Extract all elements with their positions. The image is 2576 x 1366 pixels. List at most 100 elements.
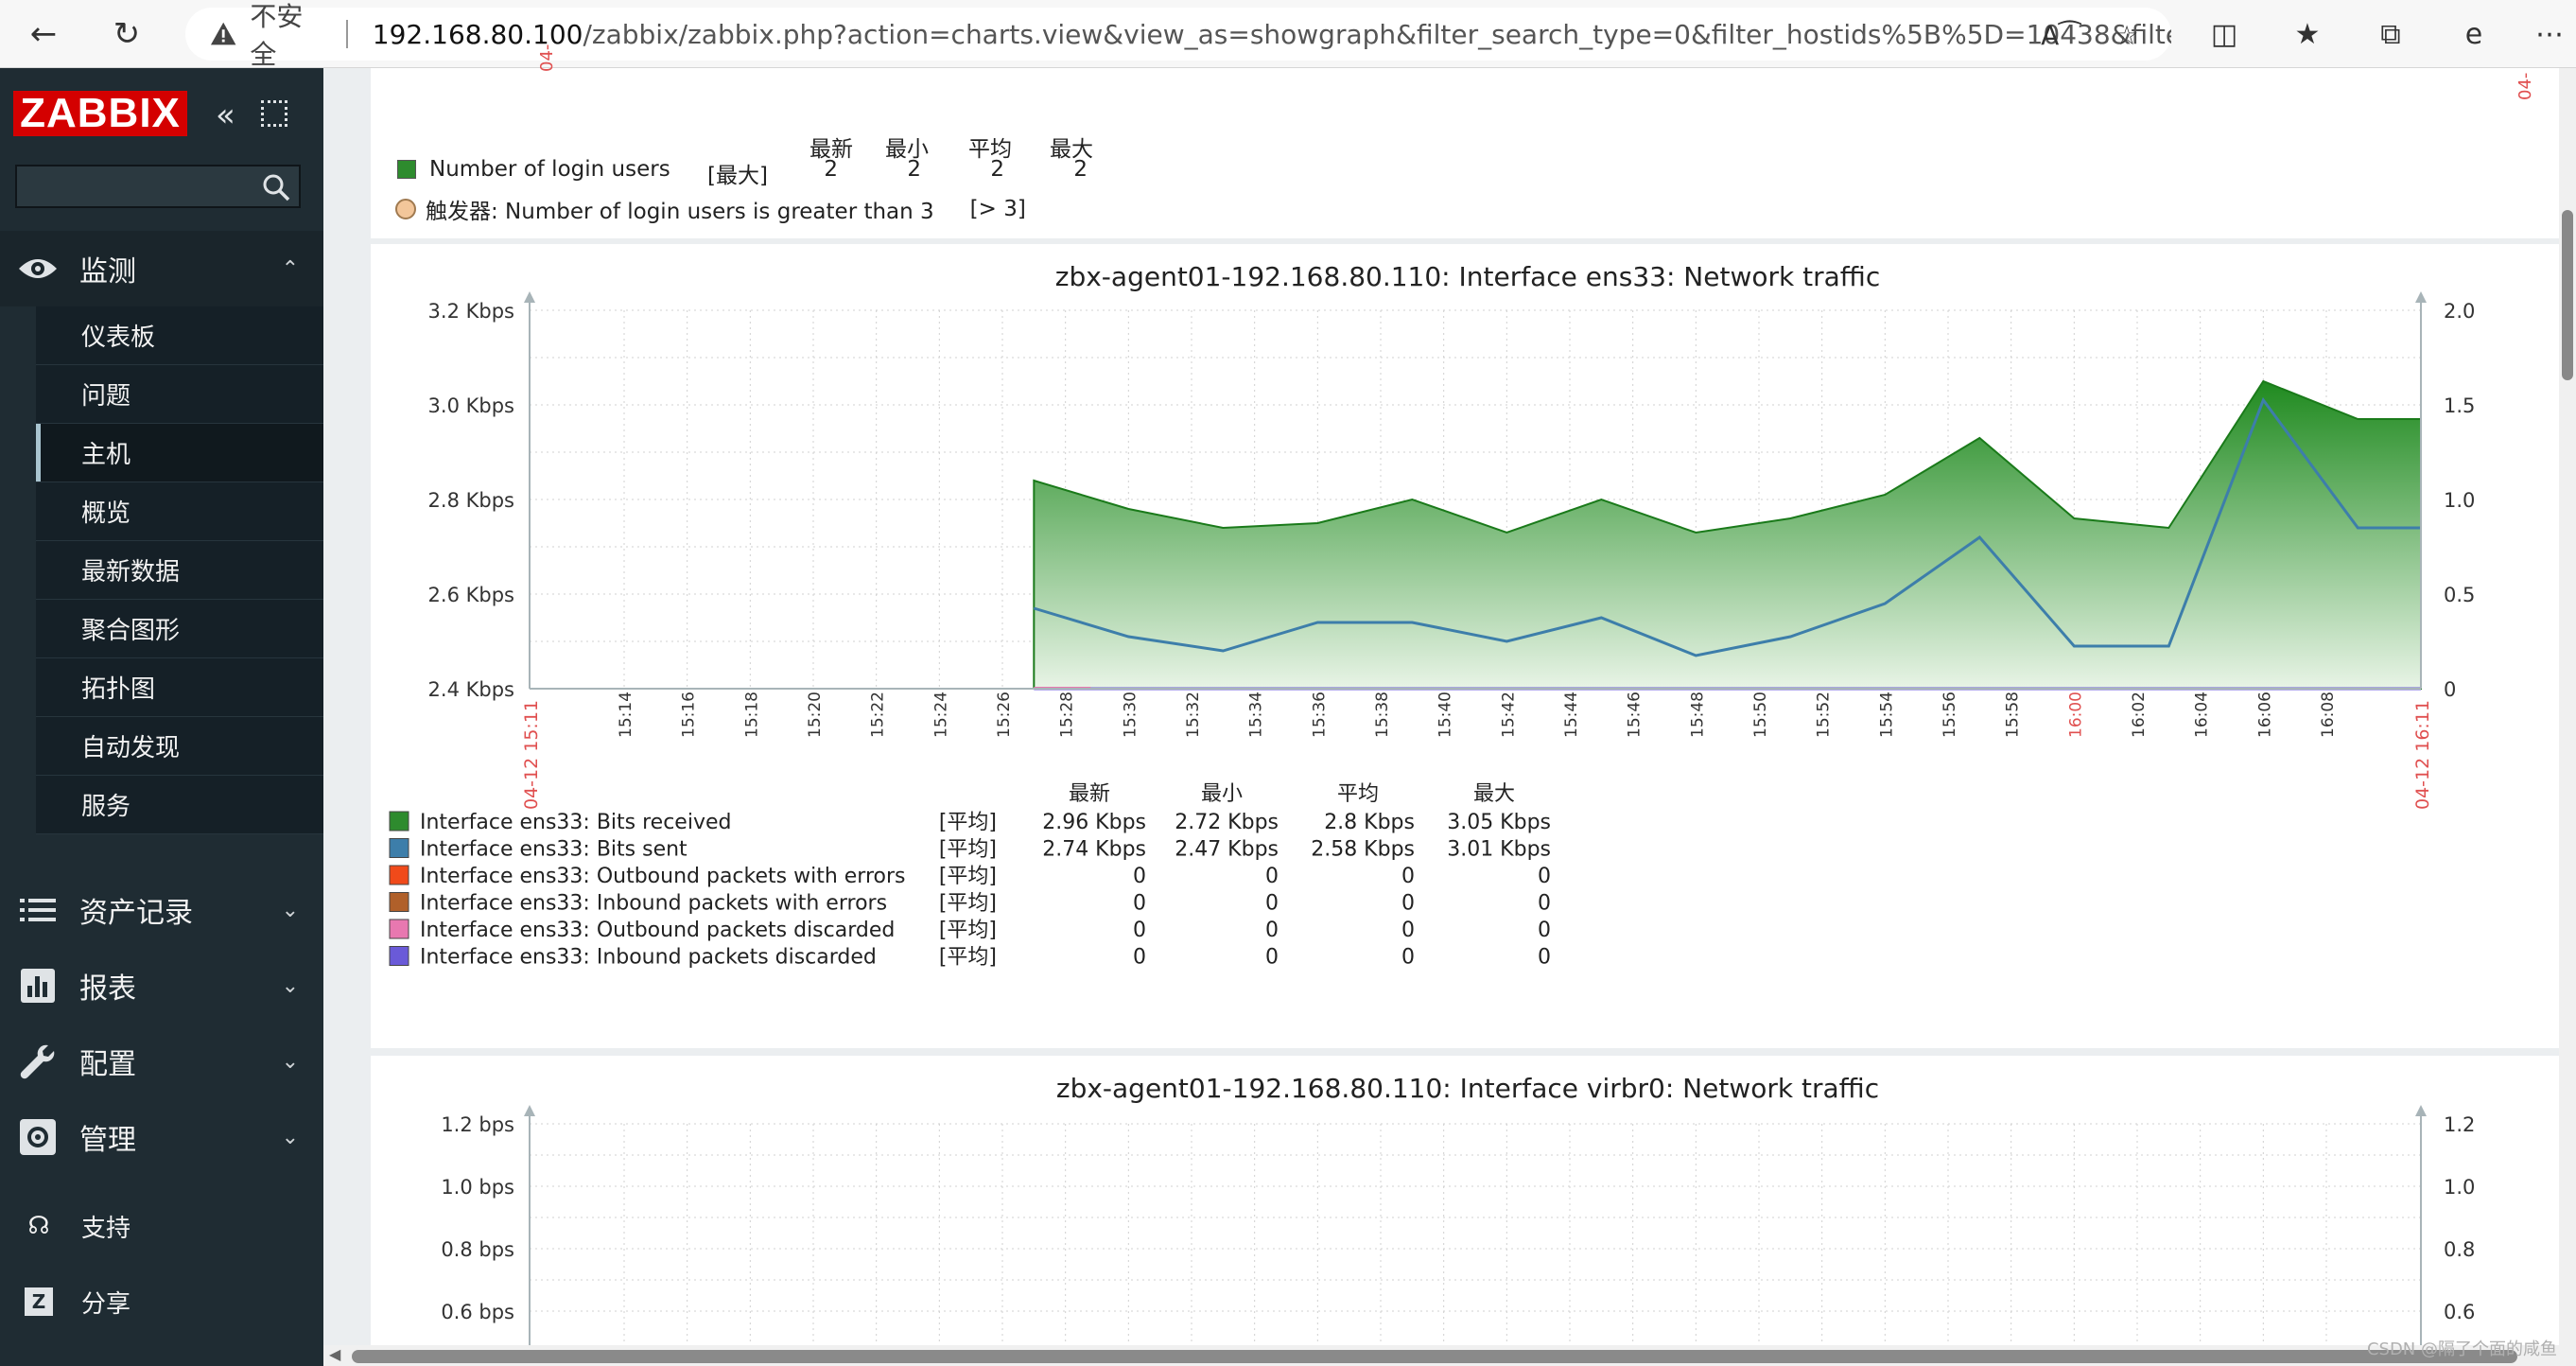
address-bar[interactable]: 不安全 192.168.80.100 /zabbix/zabbix.php?ac… (185, 1, 2171, 70)
menu-help[interactable]: ? 帮助 (0, 1349, 323, 1366)
legend-min: 2.72 Kbps (1175, 811, 1279, 834)
vertical-scrollbar[interactable] (2559, 68, 2576, 1366)
legend-latest: 2.96 Kbps (1042, 811, 1146, 834)
menu-reports-label: 报表 (79, 972, 136, 1006)
stat-header-min: 最小 (885, 137, 929, 162)
point-bits-received (1884, 494, 1886, 496)
refresh-icon[interactable]: ↻ (113, 15, 141, 53)
menu-item-screens[interactable]: 聚合图形 (36, 600, 323, 658)
x-tick-label: 15:18 (742, 692, 761, 738)
menu-configuration-label: 配置 (79, 1048, 136, 1081)
y2-tick-label: 1.2 (2444, 1113, 2475, 1136)
x-tick-label: 15:20 (806, 692, 825, 738)
legend-swatch (389, 865, 409, 885)
legend-max: 0 (1538, 892, 1551, 916)
y-axis-arrow (524, 291, 535, 303)
stat-header: 最大 (1473, 782, 1515, 806)
x-tick-label: 15:58 (2004, 692, 2023, 738)
legend-func: [平均] (939, 892, 997, 916)
scroll-thumb[interactable] (2562, 210, 2573, 380)
favorites-icon[interactable]: ★ (2294, 17, 2321, 51)
login-users-graph: 04- 04- 最新 最小 平均 最大 Number of login user… (371, 44, 2565, 238)
legend-swatch (389, 892, 409, 912)
legend-name: Interface ens33: Outbound packets with e… (420, 865, 906, 888)
menu-item-dashboard[interactable]: 仪表板 (36, 306, 323, 365)
collections-icon[interactable]: ⧉ (2380, 17, 2401, 51)
y-tick-label: 2.6 Kbps (428, 584, 514, 606)
x-start-label: 04-12 15:11 (521, 700, 542, 810)
sidebar: ZABBIX « 监测 ⌃ 仪表板 问题 主机 概览 最新数据 聚合图形 拓扑图… (0, 68, 323, 1366)
more-icon[interactable]: ⋯ (2535, 17, 2564, 51)
legend-avg: 2.8 Kbps (1324, 811, 1415, 834)
list-icon (17, 889, 59, 931)
kiosk-mode-icon[interactable] (261, 100, 287, 127)
legend-avg: 0 (1401, 892, 1415, 916)
read-aloud-icon[interactable]: A⁀ (2041, 19, 2080, 51)
point-bits-sent (1411, 622, 1413, 623)
menu-inventory-label: 资产记录 (79, 897, 193, 930)
point-bits-received (1978, 437, 1980, 439)
x-tick-label: 15:14 (617, 692, 635, 738)
search-icon[interactable] (261, 172, 291, 202)
legend-func: [平均] (939, 946, 997, 970)
menu-item-latest-data[interactable]: 最新数据 (36, 541, 323, 600)
point-bits-sent (2073, 645, 2075, 647)
menu-monitoring[interactable]: 监测 ⌃ (0, 231, 323, 306)
favorite-add-icon[interactable]: ☆ (2115, 19, 2139, 51)
menu-configuration[interactable]: 配置 ⌄ (0, 1024, 323, 1099)
y2-axis-arrow (2415, 291, 2427, 303)
scroll-left-icon[interactable]: ◀ (329, 1345, 341, 1363)
menu-share[interactable]: Z 分享 (0, 1273, 323, 1330)
legend-swatch (389, 838, 409, 858)
legend-min: 0 (1265, 946, 1279, 970)
collapse-sidebar-icon[interactable]: « (216, 96, 235, 134)
legend-max: 0 (1538, 919, 1551, 942)
edge-icon[interactable]: e (2464, 17, 2483, 51)
y-tick-label: 0.8 bps (441, 1238, 514, 1261)
menu-item-discovery[interactable]: 自动发现 (36, 717, 323, 776)
headset-icon: ☊ (27, 1212, 50, 1240)
legend-func: [平均] (939, 811, 997, 834)
menu-item-hosts[interactable]: 主机 (36, 424, 323, 482)
y-axis-arrow (524, 1105, 535, 1116)
menu-administration[interactable]: 管理 ⌄ (0, 1099, 323, 1175)
split-screen-icon[interactable]: ◫ (2210, 17, 2238, 51)
menu-reports[interactable]: 报表 ⌄ (0, 948, 323, 1024)
trigger-swatch (395, 199, 416, 219)
x-tick-label: 16:04 (2193, 692, 2212, 738)
x-tick-label: 15:46 (1626, 692, 1645, 738)
stat-header: 平均 (1337, 782, 1379, 806)
legend-login-users: Number of login users (397, 157, 670, 182)
x-tick-label: 15:40 (1436, 692, 1455, 738)
search-input[interactable] (15, 165, 301, 208)
menu-support[interactable]: ☊ 支持 (0, 1198, 323, 1254)
menu-item-maps[interactable]: 拓扑图 (36, 658, 323, 717)
monitoring-submenu: 仪表板 问题 主机 概览 最新数据 聚合图形 拓扑图 自动发现 服务 (36, 306, 323, 834)
legend-max: 0 (1538, 865, 1551, 888)
legend-avg: 2 (990, 157, 1004, 182)
x-tick-label: 15:44 (1562, 692, 1581, 738)
not-secure-label: 不安全 (250, 1, 304, 70)
menu-item-problems[interactable]: 问题 (36, 365, 323, 424)
scroll-thumb-h[interactable] (352, 1350, 2517, 1363)
legend-max: 3.01 Kbps (1447, 838, 1551, 862)
url-host: 192.168.80.100 (372, 18, 583, 50)
back-icon[interactable]: ← (29, 15, 58, 53)
legend-name: Interface ens33: Inbound packets with er… (420, 892, 887, 916)
stat-header-avg: 平均 (968, 137, 1012, 162)
y2-tick-label: 0.6 (2444, 1301, 2475, 1323)
menu-item-overview[interactable]: 概览 (36, 482, 323, 541)
legend-avg: 0 (1401, 946, 1415, 970)
horizontal-scrollbar[interactable]: ◀ (323, 1345, 2576, 1366)
point-bits-sent (1600, 617, 1602, 619)
zabbix-logo[interactable]: ZABBIX (13, 90, 187, 136)
point-bits-sent (2262, 399, 2264, 401)
menu-inventory[interactable]: 资产记录 ⌄ (0, 872, 323, 948)
chevron-up-icon: ⌃ (281, 256, 299, 281)
legend-avg: 2.58 Kbps (1311, 838, 1415, 862)
menu-item-services[interactable]: 服务 (36, 776, 323, 834)
legend-avg: 0 (1401, 865, 1415, 888)
x-tick-label: 15:48 (1688, 692, 1707, 738)
x-tick-label: 15:38 (1373, 692, 1392, 738)
legend-min: 0 (1265, 865, 1279, 888)
